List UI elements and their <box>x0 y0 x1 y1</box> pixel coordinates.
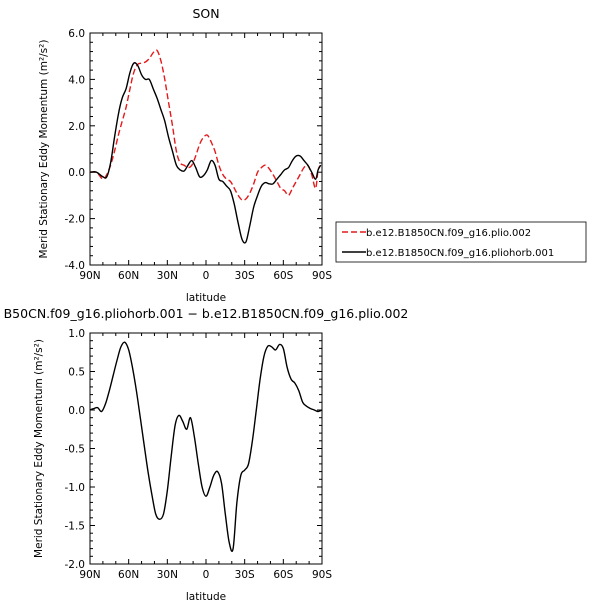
x-axis-label: latitude <box>186 591 226 603</box>
y-tick-label: 0.0 <box>68 405 85 417</box>
plot-frame <box>89 32 323 266</box>
y-tick-label: 0.5 <box>68 367 85 379</box>
x-tick-label: 90S <box>312 569 332 581</box>
x-tick-label: 90N <box>79 270 100 282</box>
y-axis-label: Merid Stationary Eddy Momentum (m²/s²) <box>33 339 45 558</box>
x-tick-label: 60N <box>118 270 139 282</box>
x-tick-label: 60S <box>273 569 293 581</box>
y-tick-label: -2.0 <box>65 559 86 571</box>
x-tick-label: 90N <box>79 569 100 581</box>
x-tick-label: 30S <box>235 569 255 581</box>
chart-title: B50CN.f09_g16.pliohorb.001 − b.e12.B1850… <box>4 306 409 321</box>
x-axis-label: latitude <box>186 292 226 304</box>
y-tick-label: 6.0 <box>68 28 85 40</box>
chart-panel-2: -2.0 -1.5 -1.0 -0.5 0.0 0.5 1.0 90N 60N 30N 0 30S 60… <box>4 306 409 603</box>
x-tick-label: 30S <box>235 270 255 282</box>
y-tick-label: 1.0 <box>68 328 85 340</box>
x-tick-label: 0 <box>203 569 210 581</box>
x-tick-label: 60S <box>273 270 293 282</box>
series-line-1 <box>90 341 322 552</box>
legend-label: b.e12.B1850CN.f09_g16.pliohorb.001 <box>366 248 554 259</box>
x-tick-label: 60N <box>118 569 139 581</box>
x-tick-label: 30N <box>157 270 178 282</box>
series-line-2 <box>90 62 322 244</box>
y-tick-label: -1.0 <box>65 482 86 494</box>
x-tick-label: 90S <box>312 270 332 282</box>
y-axis-label: Merid Stationary Eddy Momentum (m²/s²) <box>38 40 50 259</box>
series-line-1 <box>90 49 322 201</box>
y-tick-label: 4.0 <box>68 74 85 86</box>
y-tick-label: -4.0 <box>65 260 86 272</box>
y-tick-label: 2.0 <box>68 121 85 133</box>
x-tick-label: 30N <box>157 569 178 581</box>
chart-title: SON <box>192 6 219 21</box>
y-tick-label: 0.0 <box>68 167 85 179</box>
x-tick-label: 0 <box>203 270 210 282</box>
y-tick-label: -0.5 <box>65 444 86 456</box>
legend-label: b.e12.B1850CN.f09_g16.plio.002 <box>366 228 531 239</box>
y-tick-label: -2.0 <box>65 214 86 226</box>
chart-panel-1: -4.0 -2.0 0.0 2.0 4.0 6.0 90N 60N 30N 0 30S 60S 90S S… <box>38 6 587 304</box>
legend-box <box>335 221 587 263</box>
legend: b.e12.B1850CN.f09_g16.plio.002 b.e12.B185… <box>335 221 587 263</box>
y-tick-label: -1.5 <box>65 521 86 533</box>
